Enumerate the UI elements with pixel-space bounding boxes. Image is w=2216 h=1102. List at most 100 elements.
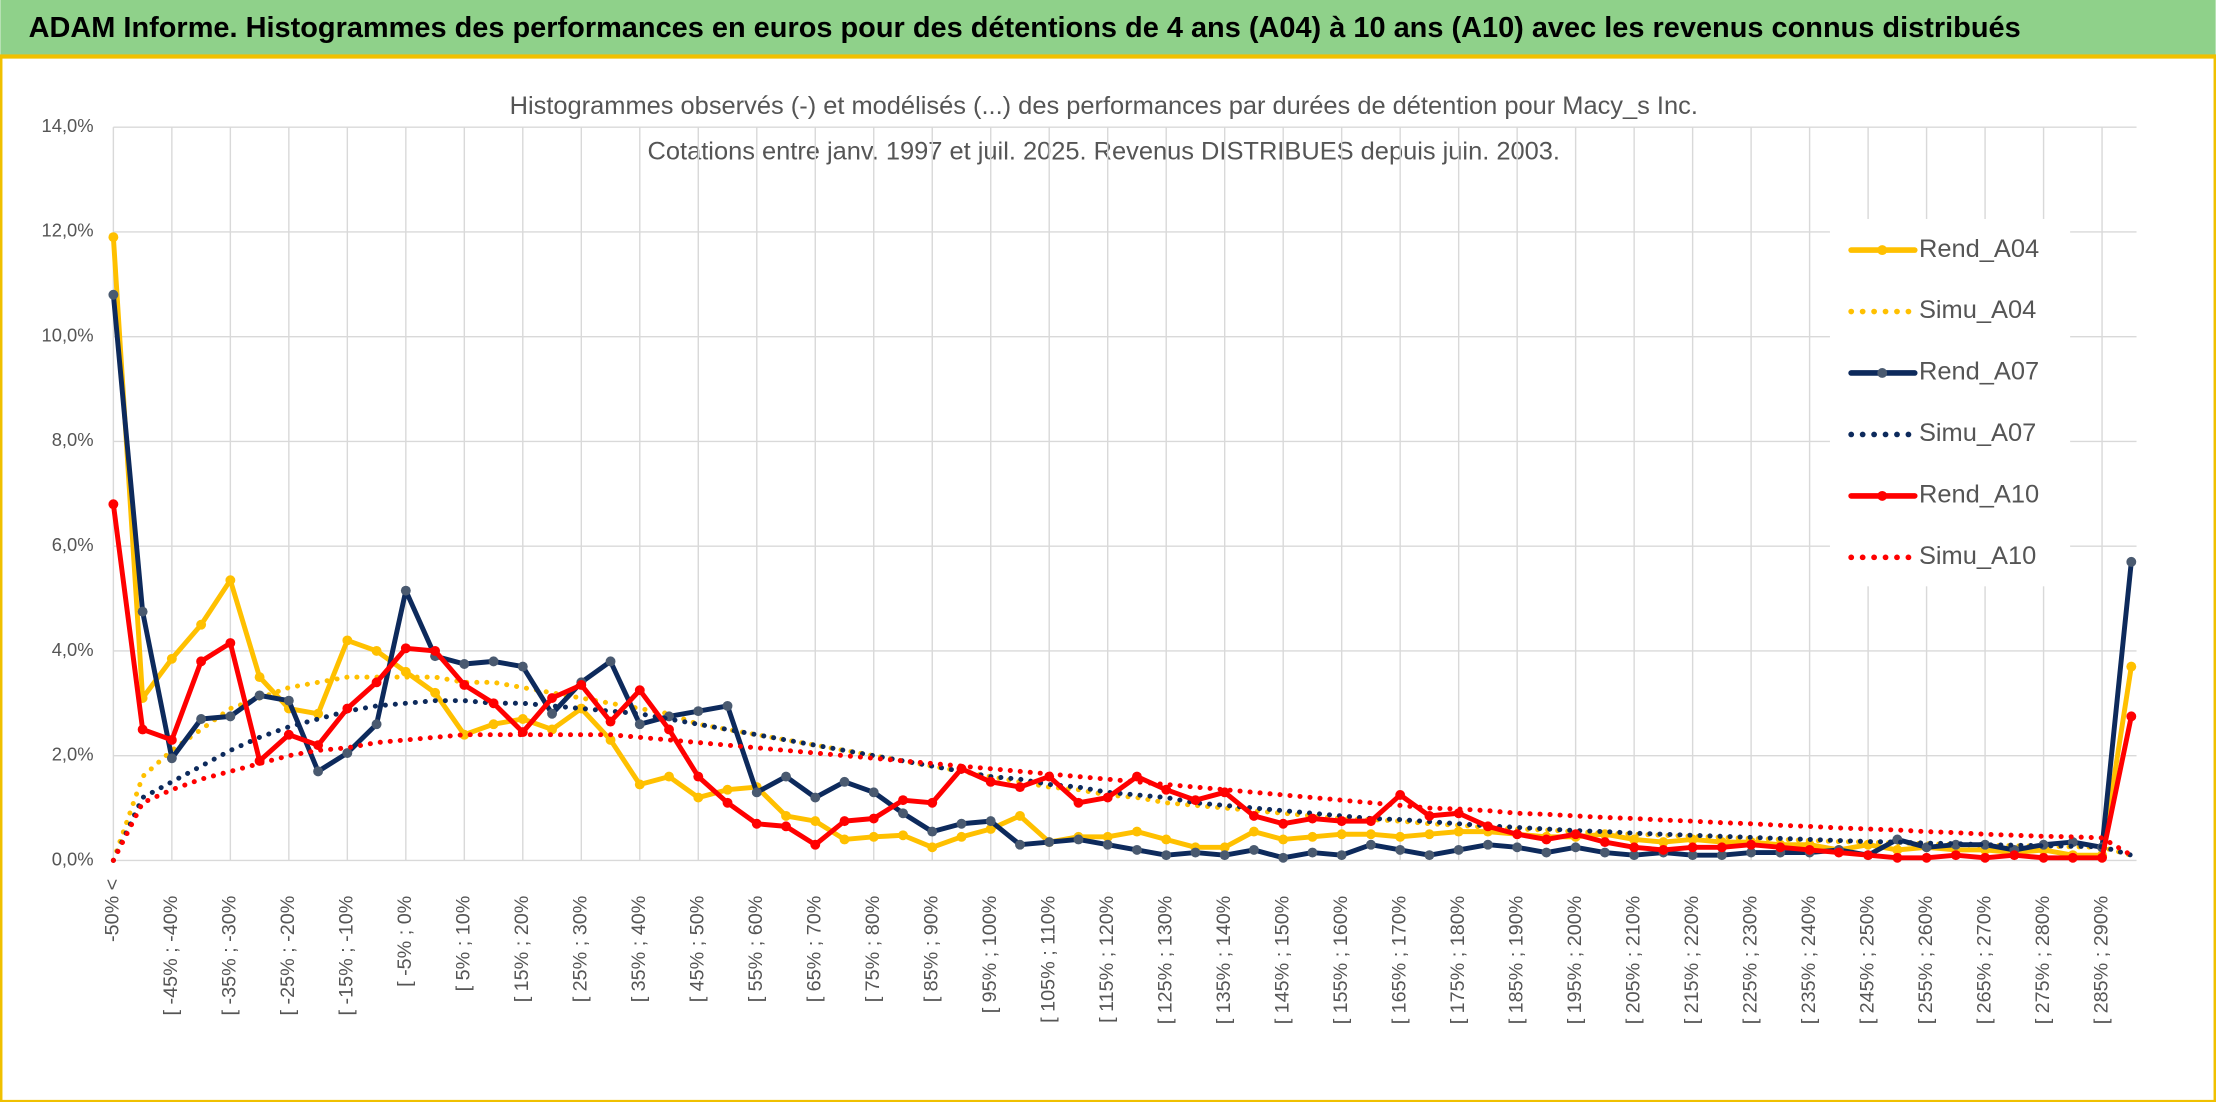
legend-label: Rend_A07 [1919, 358, 2039, 386]
data-point [605, 656, 616, 667]
x-tick-label: [ 95% ; 100% [979, 896, 1001, 1014]
data-point [1190, 847, 1201, 858]
data-point [868, 831, 879, 842]
data-point [927, 826, 938, 837]
data-point [605, 716, 616, 727]
data-point [1336, 816, 1347, 827]
legend-label: Rend_A10 [1919, 481, 2039, 509]
data-point [1833, 847, 1844, 858]
x-tick-label: [ 175% ; 180% [1447, 896, 1469, 1025]
data-point [1395, 789, 1406, 800]
data-point [1424, 810, 1435, 821]
data-point [313, 766, 324, 777]
data-point [810, 792, 821, 803]
y-tick-label: 10,0% [42, 324, 94, 345]
x-tick-label: [ 65% ; 70% [803, 896, 825, 1003]
y-tick-label: 12,0% [42, 220, 94, 241]
data-point [1278, 818, 1289, 829]
data-point [693, 706, 704, 717]
legend-marker [1877, 245, 1888, 256]
series-line [110, 732, 2134, 863]
data-point [2009, 850, 2020, 861]
data-point [1980, 852, 1991, 863]
data-point [1190, 795, 1201, 806]
data-point [488, 719, 499, 730]
data-point [810, 816, 821, 827]
data-point [1629, 850, 1640, 861]
data-point [2097, 852, 2108, 863]
data-point [547, 708, 557, 719]
x-tick-label: [ 135% ; 140% [1213, 896, 1235, 1025]
data-point [985, 816, 996, 827]
data-point [751, 818, 762, 829]
data-point [371, 719, 382, 730]
data-point [1716, 842, 1727, 853]
data-point [517, 661, 528, 672]
data-point [956, 818, 967, 829]
data-point [1365, 816, 1376, 827]
x-tick-label: [ 75% ; 80% [862, 896, 884, 1003]
data-point [1892, 852, 1903, 863]
x-tick-label: [ 105% ; 110% [1037, 896, 1059, 1023]
data-point [488, 698, 499, 709]
data-point [342, 703, 353, 714]
data-point [1950, 850, 1961, 861]
data-point [1365, 829, 1376, 840]
y-tick-label: 0,0% [52, 848, 94, 869]
x-tick-label: [ 245% ; 250% [1856, 896, 1878, 1025]
legend-label: Simu_A07 [1919, 419, 2036, 447]
data-point [751, 787, 762, 798]
data-point [693, 792, 704, 803]
x-tick-label: [ 145% ; 150% [1271, 896, 1293, 1025]
data-point [400, 643, 411, 654]
x-tick-label: [ 255% ; 260% [1915, 896, 1937, 1025]
data-point [576, 703, 587, 714]
x-tick-label: [ 115% ; 120% [1096, 896, 1118, 1023]
data-point [400, 585, 411, 596]
data-point [1570, 842, 1581, 853]
data-point [1219, 842, 1230, 853]
data-point [1307, 847, 1318, 858]
data-point [1804, 844, 1815, 855]
series-line [110, 292, 2134, 861]
data-point [1102, 831, 1113, 842]
x-tick-label: [ 155% ; 160% [1330, 896, 1352, 1025]
data-point [781, 771, 791, 782]
legend-label: Simu_A04 [1919, 296, 2036, 324]
data-point [1687, 842, 1698, 853]
y-tick-label: 4,0% [52, 639, 94, 660]
data-point [1453, 826, 1464, 837]
data-point [1219, 850, 1230, 861]
legend: Rend_A04 Simu_A04 Rend_A07 Simu_A07 Rend_A10… [1829, 218, 2071, 587]
data-point [1395, 831, 1406, 842]
plot: 0,0% 2,0% 4,0% 6,0% 8,0% 10,0% 12,0% 14,0% -50% … [42, 115, 2137, 1024]
y-tick-label: 8,0% [52, 429, 94, 450]
data-point [1161, 850, 1172, 861]
data-point [927, 842, 938, 853]
data-point [1102, 839, 1113, 850]
series-line [110, 234, 2134, 858]
data-point [459, 659, 470, 669]
data-point [1015, 782, 1025, 793]
data-point [1073, 834, 1084, 845]
data-point [1512, 829, 1523, 840]
data-point [634, 685, 645, 696]
data-point [430, 645, 441, 656]
data-point [1541, 847, 1552, 858]
data-point [1132, 844, 1142, 855]
data-point [1687, 850, 1698, 861]
data-point [868, 787, 879, 798]
data-point [898, 830, 908, 841]
data-point [1746, 847, 1757, 858]
data-point [985, 824, 996, 834]
data-point [1248, 810, 1259, 821]
data-point [1336, 850, 1347, 861]
data-point [664, 771, 674, 782]
x-tick-label: [ 25% ; 30% [570, 896, 592, 1003]
data-point [1921, 852, 1932, 863]
data-point [839, 816, 850, 827]
x-tick-label: [ 235% ; 240% [1798, 896, 1820, 1025]
x-tick-label: [ 215% ; 220% [1681, 896, 1703, 1025]
x-tick-label: [ 35% ; 40% [628, 896, 650, 1003]
legend-marker [1877, 368, 1888, 378]
